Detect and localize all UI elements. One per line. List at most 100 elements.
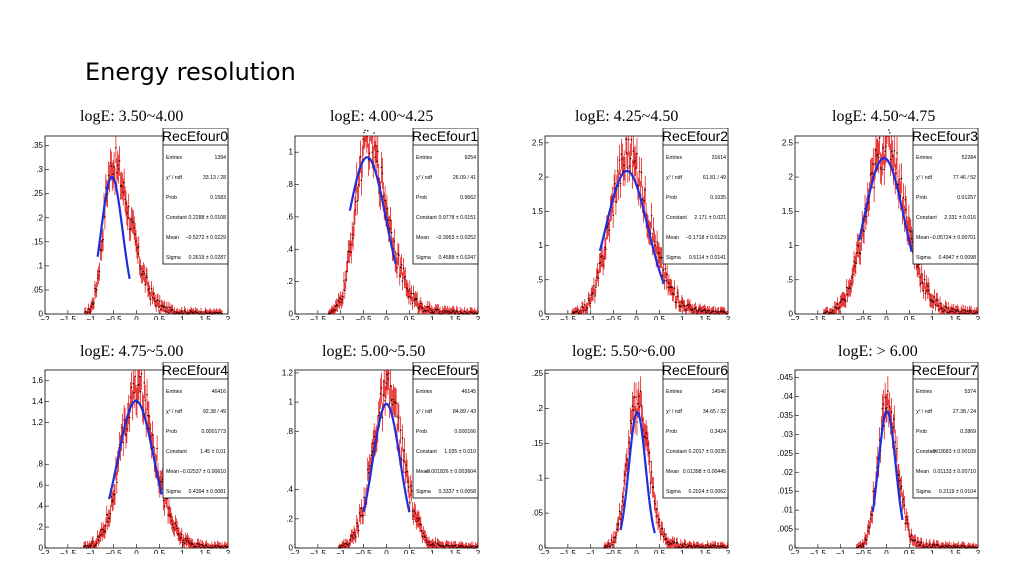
histogram-bin [632, 136, 635, 167]
histogram-bin [919, 540, 921, 548]
x-tick-label: 0 [884, 315, 889, 320]
histogram-bin [639, 376, 642, 407]
x-tick-label: −1.5 [560, 315, 576, 320]
histogram-bin [936, 292, 939, 307]
x-tick-label: 1.5 [950, 315, 962, 320]
y-tick-label: 1.6 [32, 376, 44, 385]
x-tick-label: 2 [226, 549, 230, 554]
histogram-bin [597, 269, 600, 288]
histogram-bin [826, 306, 829, 314]
histogram-bin [589, 297, 592, 310]
histogram-bin [967, 542, 970, 548]
histogram-bin [593, 277, 595, 294]
histogram-bin [191, 539, 194, 548]
histogram-bin [331, 304, 333, 314]
histogram-bin [718, 310, 721, 315]
histogram-bin [648, 440, 650, 465]
histogram-bin [453, 308, 456, 314]
histogram-bin [130, 206, 133, 232]
stats-key: Prob [416, 429, 427, 435]
histogram-bin [422, 526, 425, 540]
histogram-bin [577, 308, 580, 314]
histogram-bin [676, 285, 679, 301]
histogram-bin [85, 311, 88, 315]
x-tick-label: −1.5 [310, 315, 326, 320]
histogram-bin [344, 282, 346, 299]
histogram-bin [681, 296, 684, 310]
histogram-bin [960, 544, 962, 549]
histogram-bin [608, 542, 611, 548]
histogram-bin [470, 307, 472, 314]
histogram-bin [707, 543, 710, 548]
histogram-bin [902, 183, 905, 212]
histogram-bin [171, 304, 174, 314]
stats-key: Mean [916, 235, 929, 241]
y-tick-label: .8 [286, 427, 293, 436]
histogram-bin [626, 448, 628, 472]
panel-label: logE: 4.00~4.25 [330, 108, 434, 125]
stats-key: χ² / ndf [416, 409, 433, 415]
histogram-bin [973, 309, 975, 315]
x-tick-label: −2 [790, 549, 800, 554]
gaussian-fit-curve [619, 411, 656, 534]
histogram-bin [606, 541, 609, 548]
histogram-bin [640, 157, 643, 188]
histogram-bin [106, 513, 109, 530]
y-tick-label: 0 [789, 544, 794, 553]
histogram-bin [705, 308, 708, 314]
histogram-bin [399, 257, 402, 278]
histogram-bin [124, 186, 126, 213]
histogram-bin [957, 541, 960, 548]
histogram-bin [571, 310, 573, 315]
histogram-bin [611, 540, 614, 548]
histogram-bin [695, 305, 698, 314]
histogram-bin [961, 541, 963, 548]
histogram-bin [904, 185, 907, 215]
histogram-bin [443, 544, 446, 549]
histogram-bin [930, 293, 933, 308]
histogram-bin [422, 306, 425, 314]
histogram-bin [403, 437, 406, 464]
histogram-bin [723, 543, 726, 548]
x-tick-label: 2 [976, 549, 980, 554]
gaussian-fit-curve [857, 156, 913, 252]
histogram-bin [137, 370, 140, 401]
histogram-bin [151, 421, 154, 449]
histogram-bin [604, 541, 606, 548]
stats-key: χ² / ndf [166, 409, 183, 415]
histogram-bin [330, 307, 332, 314]
histogram-bin [204, 307, 207, 314]
histogram-bin [928, 282, 930, 299]
histogram-bin [677, 289, 679, 304]
histogram-bin [656, 500, 658, 518]
histogram-bin [600, 246, 603, 268]
histogram-bin [621, 491, 624, 511]
stats-value: 46416 [212, 389, 227, 395]
histogram-bin [658, 242, 660, 264]
histogram-bin [584, 298, 586, 311]
histogram-svg: 0.2.4.811.2−2−1.5−1−0.500.511.52Energy R… [282, 362, 480, 554]
histogram-bin [932, 539, 935, 548]
histogram-bin [183, 306, 186, 314]
histogram-bin [920, 274, 922, 293]
histogram-bin [405, 453, 407, 478]
stats-value: −0.5272 ± 0.0229 [186, 235, 227, 241]
histogram-bin [94, 541, 96, 548]
histogram-bin [88, 540, 91, 548]
histogram-panel: 0.511.522.5−2−1.5−1−0.500.511.52Energy R… [520, 128, 730, 320]
histogram-bin [659, 518, 661, 533]
histogram-bin [327, 310, 330, 315]
stats-key: Constant [166, 215, 187, 221]
histogram-bin [590, 287, 593, 303]
histogram-bin [110, 151, 113, 181]
histogram-bin [878, 136, 881, 155]
histogram-bin [158, 301, 160, 313]
histogram-bin [692, 307, 695, 314]
y-tick-label: .5 [536, 275, 543, 284]
histogram-bin [620, 505, 623, 523]
histogram-bin [341, 541, 343, 548]
histogram-bin [680, 539, 682, 548]
stats-value: 0.01133 ± 0.00710 [933, 469, 976, 475]
histogram-bin [705, 543, 708, 549]
x-tick-label: −0.5 [856, 315, 872, 320]
